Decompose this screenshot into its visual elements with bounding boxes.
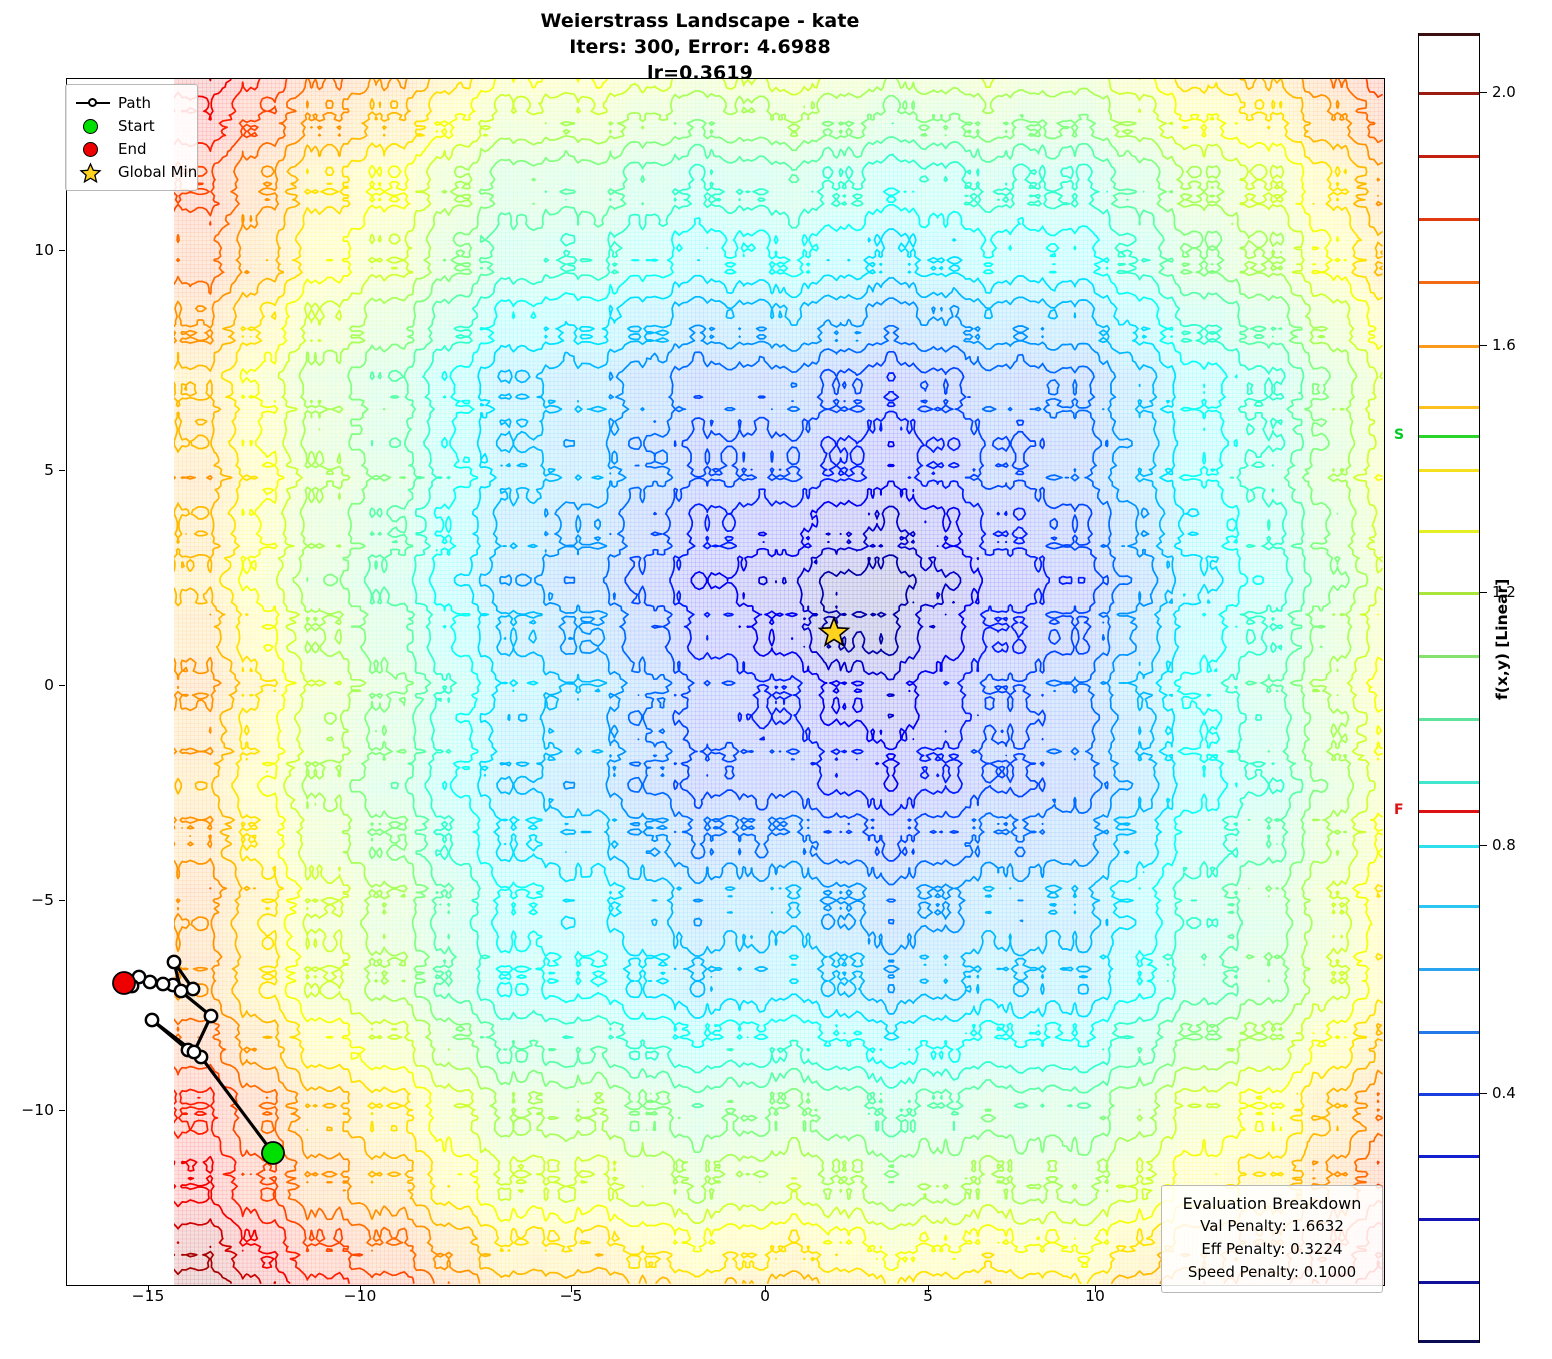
path-node-marker (146, 1014, 158, 1026)
colorbar-tick-label: 0.8 (1492, 836, 1516, 854)
colorbar-tick-label: 0.4 (1492, 1084, 1516, 1102)
y-tick-label: 0 (44, 676, 54, 694)
colorbar-contour-line (1419, 968, 1479, 971)
val-penalty-row: Val Penalty: 1.6632 (1172, 1215, 1372, 1238)
evaluation-breakdown-header: Evaluation Breakdown (1172, 1192, 1372, 1215)
x-tick-label: −5 (560, 1287, 583, 1305)
legend-item-start: Start (74, 114, 189, 137)
y-tick-mark (59, 900, 65, 901)
colorbar-tick-mark (1480, 1093, 1487, 1094)
end-point-marker (113, 972, 135, 994)
red-circle-marker-icon (74, 138, 112, 160)
colorbar-contour-line (1419, 1093, 1479, 1096)
page-title: Weierstrass Landscape - kate Iters: 300,… (0, 8, 1400, 86)
colorbar-contour-line (1419, 845, 1479, 848)
x-tick-label: 10 (1085, 1287, 1105, 1305)
x-tick-label: 0 (760, 1287, 770, 1305)
colorbar-contour-line (1419, 718, 1479, 721)
y-tick-mark (59, 470, 65, 471)
path-line-marker-icon (74, 92, 112, 114)
global-min-star-marker (820, 618, 849, 645)
legend: Path Start End Global Min (65, 84, 198, 191)
colorbar-contour-line (1419, 406, 1479, 409)
colorbar-contour-line (1419, 469, 1479, 472)
colorbar-contour-line (1419, 92, 1479, 95)
colorbar-tick-mark (1480, 92, 1487, 93)
colorbar-contour-line (1419, 33, 1479, 36)
legend-label-global-min: Global Min (118, 163, 197, 181)
colorbar-contour-line (1419, 655, 1479, 658)
y-tick-label: −5 (31, 891, 54, 909)
colorbar-contour-line (1419, 1218, 1479, 1221)
colorbar-tick-mark (1480, 345, 1487, 346)
colorbar-tick-label: 1.6 (1492, 336, 1516, 354)
path-node-marker (168, 956, 180, 968)
x-tick-label: 5 (923, 1287, 933, 1305)
y-tick-mark (59, 685, 65, 686)
colorbar-contour-line (1419, 810, 1479, 813)
colorbar-contour-line (1419, 592, 1479, 595)
colorbar-contour-line (1419, 281, 1479, 284)
legend-item-path: Path (74, 91, 189, 114)
x-tick-label: −15 (132, 1287, 165, 1305)
path-node-marker (187, 983, 199, 995)
y-tick-label: 10 (34, 241, 54, 259)
colorbar-contour-line (1419, 781, 1479, 784)
eff-penalty-row: Eff Penalty: 0.3224 (1172, 1238, 1372, 1261)
colorbar-contour-line (1419, 155, 1479, 158)
star-marker-icon (74, 161, 112, 183)
evaluation-breakdown-box: Evaluation Breakdown Val Penalty: 1.6632… (1161, 1185, 1383, 1293)
y-tick-mark (59, 1110, 65, 1111)
legend-label-end: End (118, 140, 147, 158)
colorbar-tick-mark (1480, 845, 1487, 846)
y-tick-label: −10 (21, 1101, 54, 1119)
y-tick-label: 5 (44, 461, 54, 479)
colorbar-contour-line (1419, 1340, 1479, 1343)
start-point-marker (262, 1142, 284, 1164)
colorbar-contour-line (1419, 345, 1479, 348)
speed-penalty-row: Speed Penalty: 0.1000 (1172, 1261, 1372, 1284)
y-tick-mark (59, 250, 65, 251)
green-circle-marker-icon (74, 115, 112, 137)
colorbar-marker-f: F (1394, 802, 1404, 818)
colorbar-contour-line (1419, 435, 1479, 438)
colorbar-contour-line (1419, 1281, 1479, 1284)
colorbar-tick-label: 2.0 (1492, 83, 1516, 101)
legend-label-start: Start (118, 117, 155, 135)
path-node-marker (205, 1010, 217, 1022)
x-tick-label: −10 (344, 1287, 377, 1305)
legend-item-end: End (74, 137, 189, 160)
colorbar-contour-line (1419, 530, 1479, 533)
optimization-path-overlay (67, 79, 1385, 1286)
legend-item-global-min: Global Min (74, 160, 189, 183)
path-node-marker (157, 978, 169, 990)
colorbar-contour-line (1419, 1031, 1479, 1034)
colorbar (1418, 33, 1480, 1343)
title-line-2: Iters: 300, Error: 4.6988 (0, 34, 1400, 60)
colorbar-contour-line (1419, 1155, 1479, 1158)
colorbar-marker-s: S (1394, 427, 1404, 443)
colorbar-contour-line (1419, 905, 1479, 908)
contour-plot-axes (66, 78, 1385, 1286)
colorbar-tick-mark (1480, 592, 1487, 593)
title-line-1: Weierstrass Landscape - kate (0, 8, 1400, 34)
colorbar-contour-line (1419, 218, 1479, 221)
colorbar-tick-label: 1.2 (1492, 583, 1516, 601)
path-node-marker (175, 985, 187, 997)
path-node-marker (188, 1046, 200, 1058)
legend-label-path: Path (118, 94, 151, 112)
